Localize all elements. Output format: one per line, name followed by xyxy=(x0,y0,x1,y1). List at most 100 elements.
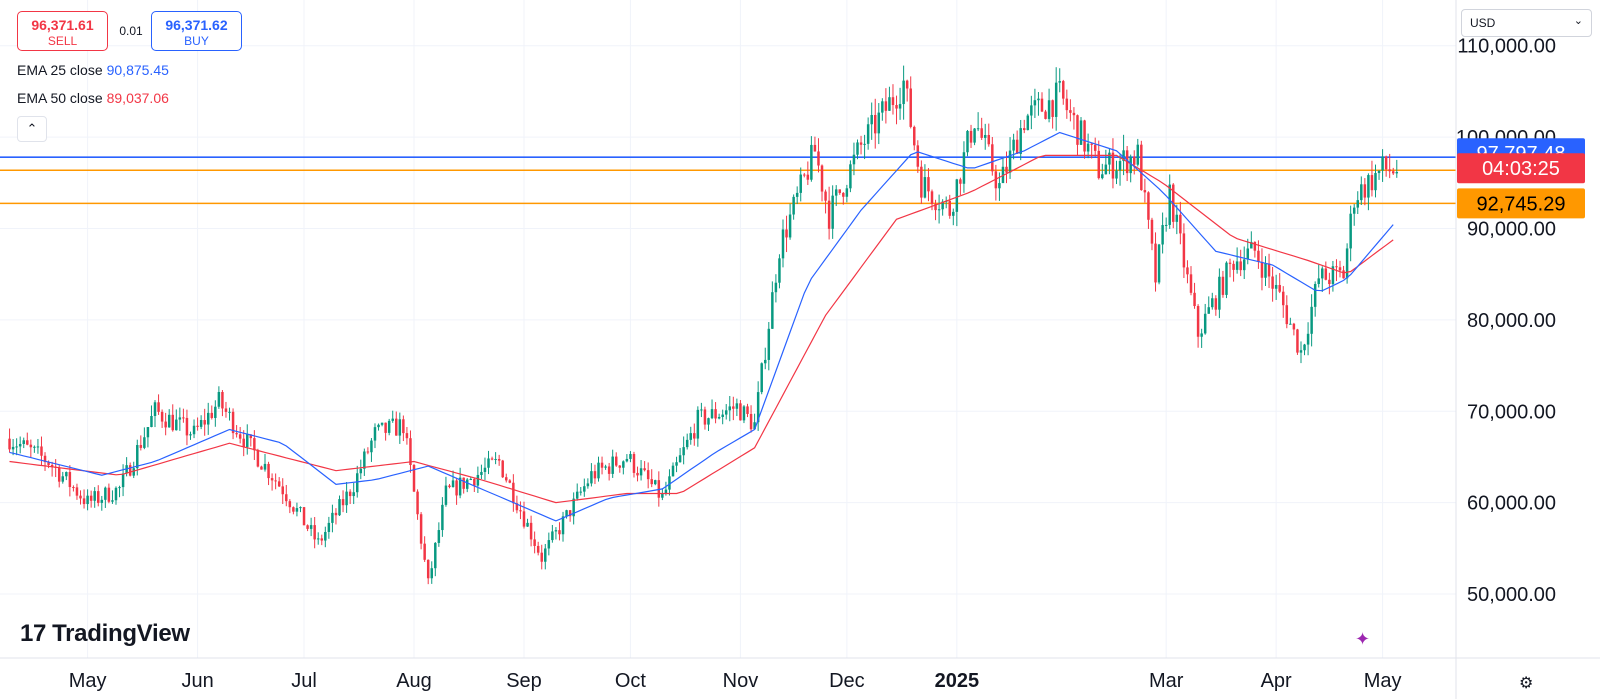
candle-body xyxy=(402,419,405,434)
candle-body xyxy=(444,485,448,505)
candle-body xyxy=(693,433,696,439)
candle-body xyxy=(781,229,785,259)
candle-body xyxy=(341,499,345,506)
candle-body xyxy=(409,438,412,466)
candle-body xyxy=(806,174,810,180)
candle-body xyxy=(33,446,36,448)
candle-body xyxy=(185,417,189,436)
buy-button[interactable]: 96,371.62 BUY xyxy=(151,11,242,51)
candle-body xyxy=(650,479,653,485)
candle-body xyxy=(760,363,763,393)
candle-body xyxy=(622,461,625,468)
candle-body xyxy=(696,409,700,439)
candle-body xyxy=(505,477,508,481)
candle-body xyxy=(749,413,753,430)
candle-body xyxy=(785,229,788,238)
x-tick-label: Jul xyxy=(291,670,317,692)
candle-body xyxy=(1264,263,1267,278)
candle-body xyxy=(689,433,692,440)
candle-body xyxy=(370,440,373,453)
candle-body xyxy=(1108,152,1111,165)
candle-body xyxy=(47,462,50,465)
candle-body xyxy=(1367,175,1370,198)
candle-body xyxy=(1299,350,1303,353)
candle-body xyxy=(916,145,920,167)
candle-body xyxy=(870,114,873,125)
candle-body xyxy=(948,200,951,216)
candle-body xyxy=(387,420,391,433)
candle-body xyxy=(160,411,164,422)
candle-body xyxy=(97,491,100,503)
candle-body xyxy=(827,200,831,229)
candle-body xyxy=(1228,262,1232,264)
candle-body xyxy=(930,191,934,205)
candle-body xyxy=(143,437,146,448)
candle-body xyxy=(983,134,987,138)
candle-body xyxy=(359,468,363,474)
candle-body xyxy=(1140,144,1143,191)
candle-body xyxy=(1196,306,1200,337)
x-tick-label: Sep xyxy=(506,670,542,692)
candle-body xyxy=(231,411,235,434)
candle-body xyxy=(1381,156,1384,171)
grid xyxy=(0,0,1456,658)
candle-body xyxy=(235,433,238,435)
collapse-legend-button[interactable]: ⌃ xyxy=(17,116,47,142)
candle-body xyxy=(1097,150,1100,179)
candle-body xyxy=(1285,305,1289,325)
sell-button[interactable]: 96,371.61 SELL xyxy=(17,11,108,51)
candle-body xyxy=(877,112,881,134)
ema-50-value: 89,037.06 xyxy=(106,90,169,106)
candle-body xyxy=(856,142,859,155)
candle-body xyxy=(224,408,228,412)
candle-body xyxy=(501,460,504,478)
candle-body xyxy=(228,411,231,413)
candle-body xyxy=(1349,213,1352,249)
candle-body xyxy=(192,425,196,435)
candle-body xyxy=(100,499,104,503)
candle-body xyxy=(356,473,359,493)
candle-body xyxy=(1193,292,1196,307)
candle-body xyxy=(1118,161,1122,171)
candle-body xyxy=(281,486,284,495)
x-tick-label: May xyxy=(69,670,107,692)
candle-body xyxy=(107,487,111,502)
candle-body xyxy=(405,433,409,439)
settings-icon[interactable]: ⚙ xyxy=(1519,675,1534,692)
candle-body xyxy=(288,501,292,508)
candle-body xyxy=(1225,262,1228,295)
x-tick-label: 2025 xyxy=(935,670,980,692)
candle-body xyxy=(583,486,586,492)
candle-body xyxy=(1093,144,1097,151)
time-axis[interactable]: May Jun Jul Aug Sep Oct Nov Dec 2025 Mar Apr May xyxy=(69,670,1402,692)
tradingview-logo[interactable]: 17 TradingView xyxy=(20,620,190,648)
ema-50-legend[interactable]: EMA 50 close 89,037.06 xyxy=(17,90,169,106)
candle-body xyxy=(774,282,778,293)
candle-body xyxy=(480,471,483,475)
candle-body xyxy=(1065,98,1069,111)
candle-body xyxy=(118,487,121,489)
candle-body xyxy=(299,507,302,509)
candle-body xyxy=(973,128,976,143)
candle-body xyxy=(632,454,636,473)
candle-body xyxy=(1072,112,1076,116)
y-tick-label: 50,000.00 xyxy=(1467,584,1556,606)
candle-body xyxy=(1037,98,1040,101)
candle-body xyxy=(1271,276,1274,289)
ema-50-line xyxy=(9,154,1394,504)
price-axis[interactable]: 110,000.00100,000.0090,000.0080,000.0070… xyxy=(1456,36,1556,606)
candle-body xyxy=(1360,184,1363,201)
y-tick-label: 60,000.00 xyxy=(1467,493,1556,515)
ema-25-legend[interactable]: EMA 25 close 90,875.45 xyxy=(17,62,169,78)
currency-select[interactable]: USD ⌄ xyxy=(1461,9,1592,37)
y-tick-label: 80,000.00 xyxy=(1467,310,1556,332)
x-tick-label: Mar xyxy=(1149,670,1184,692)
candle-body xyxy=(685,439,689,448)
candle-body xyxy=(625,458,629,462)
candle-body xyxy=(458,477,462,496)
sparkle-icon[interactable]: ✦ xyxy=(1355,629,1371,649)
candle-body xyxy=(462,477,465,489)
candle-body xyxy=(11,446,15,450)
candle-body xyxy=(1058,81,1061,83)
